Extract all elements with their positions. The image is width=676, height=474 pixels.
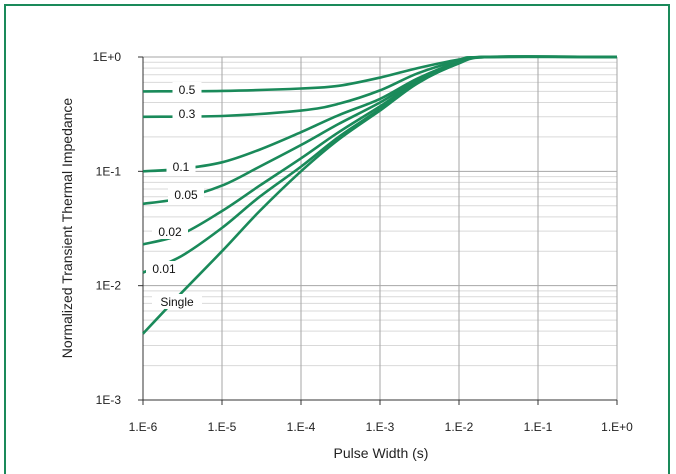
x-tick-label: 1.E-5 bbox=[208, 420, 237, 434]
series-label-0.1: 0.1 bbox=[173, 160, 190, 174]
chart-frame bbox=[4, 4, 670, 474]
y-axis-title: Normalized Transient Thermal Impedance bbox=[59, 98, 75, 359]
series-label-0.02: 0.02 bbox=[158, 225, 182, 239]
series-label-single: Single bbox=[160, 295, 194, 309]
y-tick-label: 1E-2 bbox=[96, 279, 122, 293]
series-label-0.3: 0.3 bbox=[179, 107, 196, 121]
x-tick-label: 1.E+0 bbox=[601, 420, 633, 434]
y-tick-label: 1E-3 bbox=[96, 393, 122, 407]
series-label-bg bbox=[172, 82, 202, 97]
series-label-0.05: 0.05 bbox=[174, 188, 198, 202]
x-tick-label: 1.E-2 bbox=[445, 420, 474, 434]
y-tick-label: 1E-1 bbox=[96, 164, 122, 178]
series-label-0.01: 0.01 bbox=[152, 262, 176, 276]
grid bbox=[138, 56, 618, 405]
x-tick-label: 1.E-6 bbox=[129, 420, 158, 434]
x-tick-label: 1.E-4 bbox=[287, 420, 316, 434]
curves bbox=[142, 55, 618, 335]
y-tick-label: 1E+0 bbox=[93, 50, 122, 64]
x-tick-label: 1.E-3 bbox=[366, 420, 395, 434]
series-label-bg bbox=[168, 187, 204, 202]
tick-labels: 1.E-6 1.E-5 1.E-4 1.E-3 1.E-2 1.E-1 1.E+0 1E+0 1… bbox=[93, 50, 634, 434]
x-tick-label: 1.E-1 bbox=[524, 420, 553, 434]
x-axis-title: Pulse Width (s) bbox=[334, 445, 429, 461]
series-label-bg bbox=[146, 261, 182, 276]
curve-labels: 0.5 0.3 0.1 0.05 0.02 0.01 Single bbox=[146, 82, 204, 309]
series-label-bg bbox=[152, 294, 202, 309]
series-label-bg bbox=[166, 159, 196, 174]
series-label-0.5: 0.5 bbox=[179, 83, 196, 97]
series-label-bg bbox=[152, 224, 188, 239]
series-line-single bbox=[142, 55, 618, 335]
series-label-bg bbox=[172, 106, 202, 121]
